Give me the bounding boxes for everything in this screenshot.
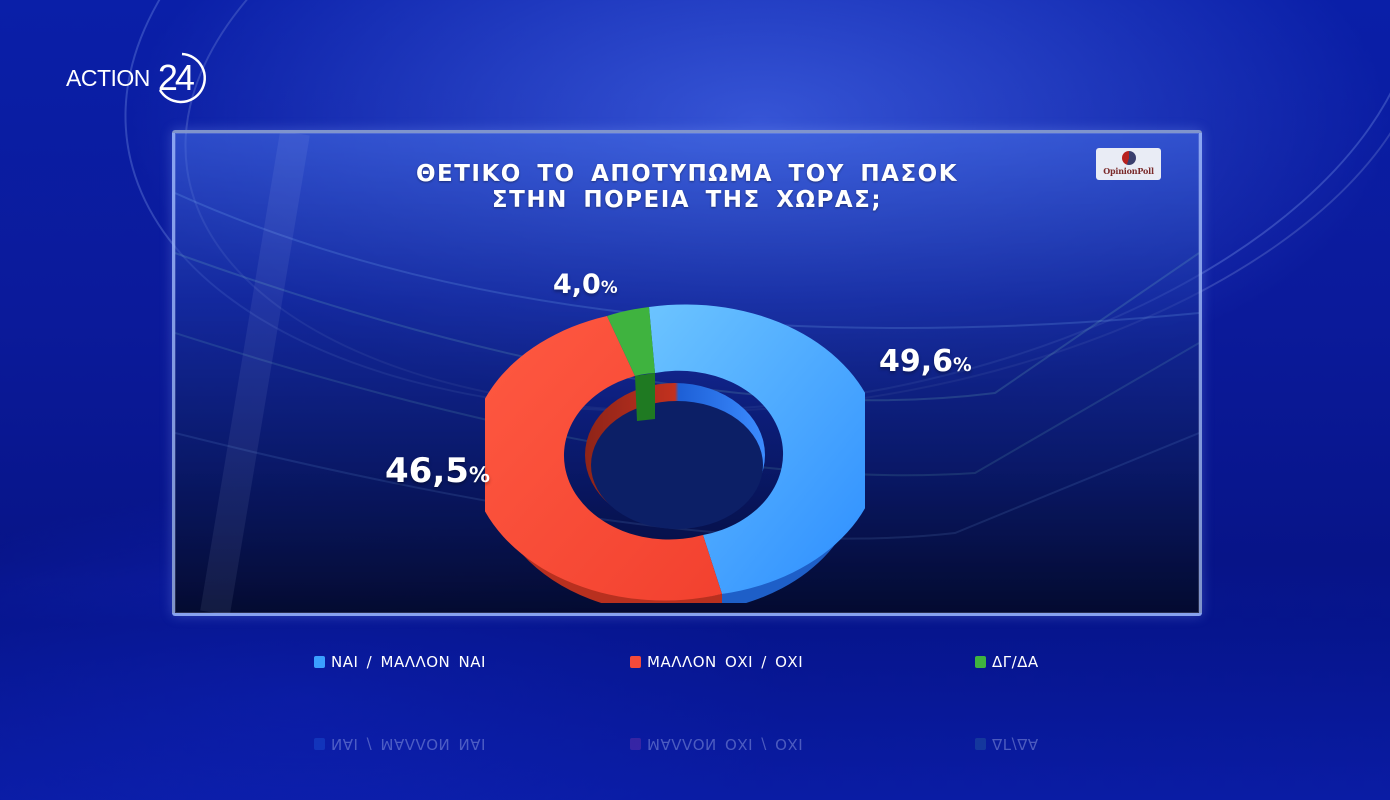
reflection-swatch-blue — [314, 738, 325, 750]
value-label-no: 46,5% — [385, 451, 491, 491]
chart-title: ΘΕΤΙΚΟ ΤΟ ΑΠΟΤΥΠΩΜΑ ΤΟΥ ΠΑΣΟΚ ΣΤΗΝ ΠΟΡΕΙ… — [175, 161, 1199, 213]
legend-swatch-red — [630, 656, 641, 668]
logo-text: ACTION — [66, 64, 150, 91]
reflection-label: ΝΑΙ / ΜΑΛΛΟΝ ΝΑΙ — [331, 735, 486, 753]
legend-swatch-green — [975, 656, 986, 668]
legend-item-yes: ΝΑΙ / ΜΑΛΛΟΝ ΝΑΙ — [314, 652, 486, 672]
opinionpoll-circle-icon — [1121, 151, 1136, 165]
studio-floor — [0, 580, 1390, 800]
logo-arc-icon — [158, 52, 206, 104]
opinionpoll-logo: OpinionPoll — [1096, 148, 1161, 180]
legend-reflection-no: ΜΑΛΛΟΝ ΟΧΙ / ΟΧΙ — [630, 734, 803, 754]
legend-swatch-blue — [314, 656, 325, 668]
opinionpoll-logo-text: OpinionPoll — [1103, 166, 1154, 176]
legend-label: ΔΓ/ΔΑ — [992, 653, 1039, 671]
donut-hole — [591, 401, 763, 529]
value-label-yes: 49,6% — [879, 344, 972, 379]
channel-logo: ACTION 24 — [66, 50, 208, 106]
reflection-swatch-green — [975, 738, 986, 750]
legend-label: ΜΑΛΛΟΝ ΟΧΙ / ΟΧΙ — [647, 653, 804, 671]
legend-label: ΝΑΙ / ΜΑΛΛΟΝ ΝΑΙ — [331, 653, 486, 671]
logo-number: 24 — [157, 57, 195, 98]
legend-reflection-dk: ΔΓ/ΔΑ — [975, 734, 1039, 754]
donut-chart — [469, 303, 881, 613]
donut-slice-no — [469, 316, 722, 601]
legend-item-dk: ΔΓ/ΔΑ — [975, 652, 1039, 672]
donut-wall-blue — [722, 443, 859, 609]
donut-slice-yes — [649, 304, 881, 594]
chart-title-line-1: ΘΕΤΙΚΟ ΤΟ ΑΠΟΤΥΠΩΜΑ ΤΟΥ ΠΑΣΟΚ — [415, 161, 959, 187]
reflection-swatch-red — [630, 738, 641, 750]
donut-slice-dk — [607, 307, 655, 376]
reflection-label: ΔΓ/ΔΑ — [992, 735, 1039, 753]
chart-panel: ΘΕΤΙΚΟ ΤΟ ΑΠΟΤΥΠΩΜΑ ΤΟΥ ΠΑΣΟΚ ΣΤΗΝ ΠΟΡΕΙ… — [172, 130, 1202, 616]
reflection-label: ΜΑΛΛΟΝ ΟΧΙ / ΟΧΙ — [647, 735, 804, 753]
legend-item-no: ΜΑΛΛΟΝ ΟΧΙ / ΟΧΙ — [630, 652, 803, 672]
logo-number-badge: 24 — [152, 50, 208, 106]
donut-inner-wall-green — [635, 373, 655, 421]
chart-title-line-2: ΣΤΗΝ ΠΟΡΕΙΑ ΤΗΣ ΧΩΡΑΣ; — [491, 187, 883, 213]
legend-reflection-yes: ΝΑΙ / ΜΑΛΛΟΝ ΝΑΙ — [314, 734, 486, 754]
value-label-dk: 4,0% — [553, 269, 618, 300]
